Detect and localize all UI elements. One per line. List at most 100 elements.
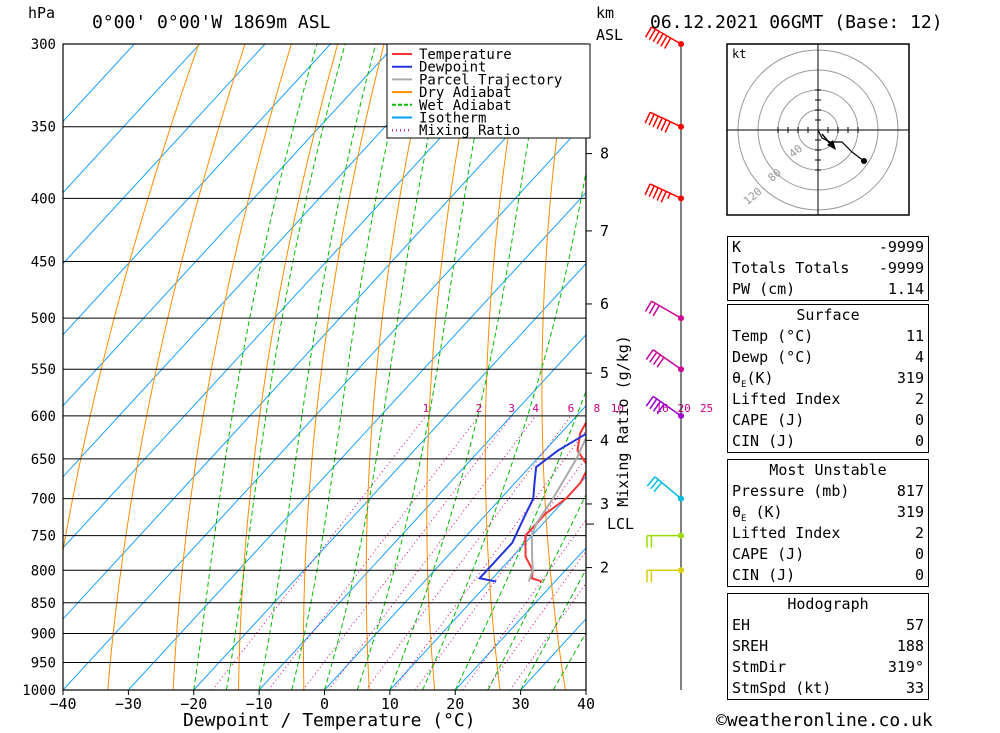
barb-staff (651, 300, 682, 319)
isotherm-line (454, 547, 586, 690)
barb-flag (660, 119, 667, 132)
pressure-tick-label: 500 (31, 311, 56, 327)
barb-flag (644, 112, 651, 124)
barb-flag (644, 300, 653, 312)
barb-flag (649, 398, 658, 410)
mixing-ratio-line (267, 415, 480, 690)
table-row: Pressure (mb) 817 (728, 481, 928, 502)
barb-flag (653, 481, 663, 493)
pressure-tick-label: 1000 (22, 683, 56, 699)
series-parcel-trajectory (527, 435, 586, 582)
row-value: 2 (914, 524, 924, 542)
pressure-tick-label: 350 (31, 120, 56, 136)
mixing-ratio-tick-label: 4 (532, 402, 539, 415)
table-row: CIN (J) 0 (728, 431, 928, 452)
km-label: km (596, 4, 615, 22)
isotherm-line (389, 476, 586, 690)
mixing-ratio-tick-label: 20 (678, 402, 691, 415)
barb-flag (656, 189, 663, 201)
wind-barb (644, 26, 684, 49)
wind-barb (644, 183, 684, 203)
barb-flag (648, 185, 655, 198)
x-tick-label: 40 (577, 695, 595, 713)
barb-flag (652, 187, 659, 199)
barb-flag (652, 354, 662, 366)
date-title: 06.12.2021 06GMT (Base: 12) (650, 12, 943, 33)
series-temperature (524, 420, 586, 583)
table-row: Dewp (°C) 4 (728, 347, 928, 368)
pressure-tick-label: 400 (31, 191, 56, 207)
wind-barb (645, 395, 684, 419)
x-tick-label: −20 (180, 695, 207, 713)
dry-adiabat-line (365, 44, 431, 690)
x-tick-label: 30 (512, 695, 530, 713)
isotherm-line (63, 44, 331, 336)
x-tick-label: −10 (246, 695, 273, 713)
hodograph-end-dot (861, 158, 867, 164)
isotherm-line (324, 405, 586, 690)
barb-flag (652, 305, 660, 317)
row-value: 0 (914, 411, 924, 429)
hodograph-trace (817, 129, 865, 162)
isotherm-line (63, 44, 397, 407)
barb-flag (646, 476, 656, 487)
row-value: 319 (896, 369, 924, 387)
pressure-tick-label: 300 (31, 37, 56, 53)
row-label: StmSpd (kt) (732, 679, 832, 697)
row-label: θE(K) (732, 369, 774, 390)
row-label: Totals Totals (732, 259, 850, 277)
series-dewpoint (477, 432, 586, 583)
barb-flag (660, 191, 667, 203)
table-row: EH 57 (728, 615, 928, 636)
row-value: 817 (896, 482, 924, 500)
table-row: StmSpd (kt) 33 (728, 678, 928, 699)
table-row: Lifted Index 2 (728, 523, 928, 544)
barb-flag (644, 26, 653, 38)
x-tick-label: 20 (446, 695, 464, 713)
legend-label: Isotherm (419, 111, 486, 127)
wet-adiabat-line (324, 44, 449, 690)
barb-flag (652, 401, 662, 412)
barb-dot (678, 123, 684, 130)
legend-label: Wet Adiabat (419, 98, 512, 114)
wet-adiabat-line (454, 390, 586, 690)
km-tick-label: 5 (600, 364, 609, 382)
table-title: Most Unstable (769, 461, 887, 479)
wet-adiabat-line (487, 493, 586, 690)
row-value: -9999 (878, 259, 924, 277)
surface-table: Surface Temp (°C) 11 Dewp (°C) 4 θE(K) 319 Lift… (727, 304, 929, 453)
isotherm-line (63, 49, 586, 620)
wet-adiabat-line (291, 44, 410, 690)
lcl-label: LCL (607, 515, 634, 533)
most-unstable-table: Most Unstable Pressure (mb) 817 θE (K) 319 Li… (727, 459, 929, 587)
dry-adiabat-line (986, 44, 1000, 690)
dry-adiabat-line (650, 44, 696, 690)
barb-dot (678, 366, 684, 373)
wind-barb (645, 349, 684, 373)
row-value: 188 (896, 637, 924, 655)
barb-half-flag (666, 193, 671, 200)
dry-adiabat-line (940, 44, 1000, 690)
table-row: StmDir 319° (728, 657, 928, 678)
barb-staff (649, 183, 682, 200)
barb-flag (652, 115, 659, 128)
legend-label: Dry Adiabat (419, 85, 512, 101)
pressure-tick-label: 450 (31, 255, 56, 271)
barb-flag (664, 37, 672, 49)
pressure-tick-label: 600 (31, 409, 56, 425)
legend-label: Dewpoint (419, 60, 486, 76)
mixing-ratio-axis-label: Mixing Ratio (g/kg) (614, 335, 632, 507)
barb-flag (644, 183, 651, 196)
isotherm-line (63, 44, 527, 549)
pressure-tick-label: 700 (31, 492, 56, 508)
row-value: 1.14 (887, 280, 924, 298)
table-row: CIN (J) 0 (728, 565, 928, 586)
barb-flag (656, 403, 665, 415)
barb-flag (660, 35, 668, 47)
dry-adiabat-line (172, 44, 292, 690)
pressure-tick-label: 950 (31, 655, 56, 671)
mixing-ratio-tick-label: 3 (508, 402, 515, 415)
isotherm-line (63, 44, 266, 265)
x-tick-label: 10 (381, 695, 399, 713)
